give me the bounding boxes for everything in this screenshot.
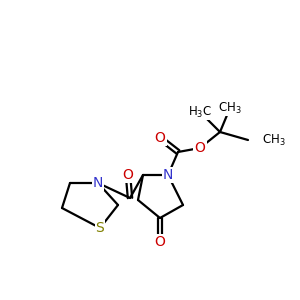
Text: O: O bbox=[123, 168, 134, 182]
Text: O: O bbox=[195, 141, 206, 155]
Text: O: O bbox=[154, 131, 165, 145]
Text: S: S bbox=[96, 221, 104, 235]
Text: N: N bbox=[93, 176, 103, 190]
Text: CH$_3$: CH$_3$ bbox=[262, 132, 286, 148]
Text: H$_3$C: H$_3$C bbox=[188, 104, 212, 119]
Text: CH$_3$: CH$_3$ bbox=[218, 100, 242, 116]
Text: O: O bbox=[154, 235, 165, 249]
Text: N: N bbox=[163, 168, 173, 182]
